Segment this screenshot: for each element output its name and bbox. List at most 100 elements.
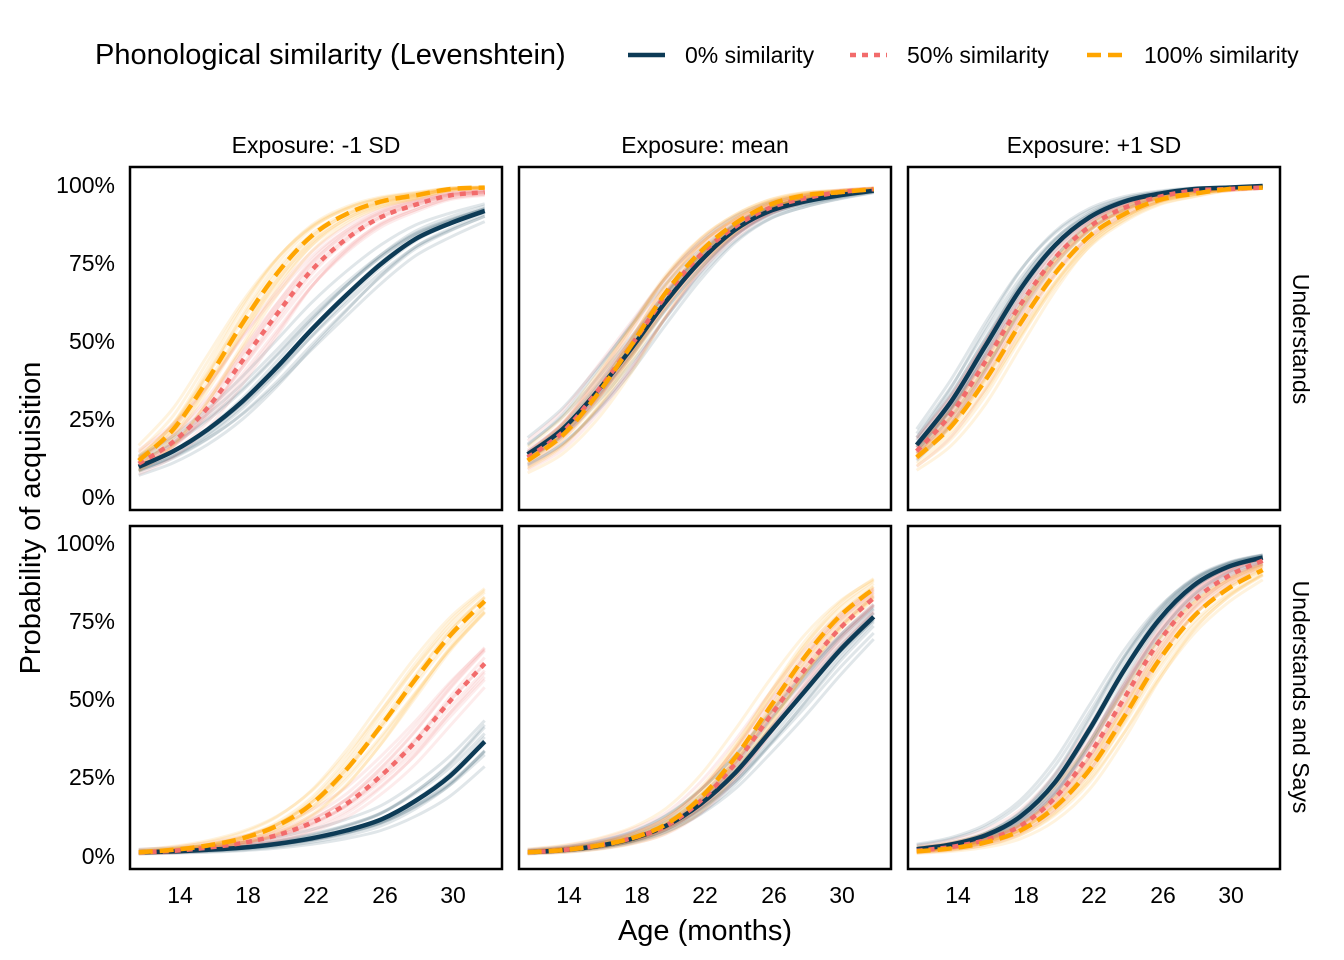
series-line	[527, 615, 876, 855]
x-tick-label: 14	[945, 882, 971, 908]
series-line	[137, 208, 486, 469]
y-tick-label: 100%	[56, 530, 115, 556]
x-tick-label: 18	[624, 882, 650, 908]
strip-col-3: Exposure: +1 SD	[1007, 132, 1182, 158]
y-tick-label: 75%	[69, 250, 115, 276]
x-tick-label: 22	[692, 882, 718, 908]
posterior-draw-line	[527, 578, 875, 851]
posterior-draw-line	[138, 207, 486, 462]
x-tick-label: 26	[761, 882, 787, 908]
posterior-draw-line	[138, 214, 486, 473]
panel-border	[517, 165, 893, 512]
posterior-draw-line	[138, 611, 486, 854]
posterior-draw-line	[138, 647, 486, 851]
strip-row-2: Understands and Says	[1288, 581, 1314, 814]
legend-label-50pct: 50% similarity	[907, 42, 1049, 68]
posterior-draw-line	[526, 186, 874, 459]
posterior-draw-line	[138, 610, 486, 855]
series-line	[915, 185, 1263, 460]
posterior-draw-line	[527, 620, 875, 856]
posterior-draw-line	[138, 588, 486, 854]
posterior-draw-line	[527, 585, 875, 853]
strip-row-1: Understands	[1288, 274, 1314, 404]
x-axis-title: Age (months)	[618, 915, 792, 947]
posterior-draw-line	[916, 554, 1264, 846]
panel-1-2	[906, 524, 1282, 871]
series-line	[914, 183, 1263, 447]
posterior-draw-line	[138, 587, 486, 853]
series-line	[138, 599, 487, 855]
legend: Phonological similarity (Levenshtein) 0%…	[95, 39, 1299, 71]
series-line	[915, 185, 1263, 453]
posterior-draw-line	[526, 191, 874, 460]
posterior-draw-line	[138, 597, 486, 854]
posterior-draw-line	[137, 186, 485, 471]
panel-border	[906, 524, 1282, 871]
posterior-draw-line	[527, 604, 875, 852]
panel-1-1	[517, 524, 893, 871]
posterior-draw-line	[527, 589, 875, 853]
y-tick-label: 0%	[82, 484, 115, 510]
y-tick-label: 0%	[82, 843, 115, 869]
posterior-draw-line	[526, 186, 874, 455]
series-line	[527, 596, 876, 855]
posterior-draw-line	[138, 596, 486, 852]
legend-label-100pct: 100% similarity	[1144, 42, 1299, 68]
posterior-draw-line	[137, 185, 485, 460]
series-line	[916, 568, 1264, 854]
posterior-draw-line	[138, 591, 486, 854]
x-tick-label: 14	[556, 882, 582, 908]
posterior-draw-line	[138, 646, 486, 853]
y-axis-title: Probability of acquisition	[15, 362, 47, 675]
panels	[128, 165, 1282, 871]
strip-col-2: Exposure: mean	[621, 132, 788, 158]
panel-border	[128, 524, 504, 871]
x-tick-label: 14	[167, 882, 193, 908]
series-line	[526, 186, 874, 460]
posterior-draw-line	[916, 566, 1264, 855]
posterior-draw-line	[526, 190, 874, 466]
posterior-draw-line	[915, 186, 1263, 461]
y-tick-label: 25%	[69, 406, 115, 432]
y-tick-label: 100%	[56, 172, 115, 198]
posterior-draw-line	[527, 591, 875, 853]
series-line	[138, 739, 487, 855]
y-tick-label: 50%	[69, 328, 115, 354]
y-tick-label: 75%	[69, 608, 115, 634]
posterior-draw-line	[916, 573, 1264, 855]
posterior-draw-line	[137, 193, 485, 468]
posterior-draw-line	[138, 212, 486, 477]
x-tick-label: 22	[303, 882, 329, 908]
x-tick-label: 26	[1150, 882, 1176, 908]
y-tick-label: 25%	[69, 764, 115, 790]
posterior-draw-line	[138, 606, 486, 853]
posterior-draw-line	[527, 603, 875, 856]
panel-0-1	[517, 165, 893, 512]
posterior-draw-line	[527, 587, 875, 851]
series-line	[526, 186, 874, 463]
panel-1-0	[128, 524, 504, 871]
x-tick-label: 22	[1081, 882, 1107, 908]
series-line	[137, 185, 485, 463]
legend-title: Phonological similarity (Levenshtein)	[95, 39, 566, 71]
posterior-draw-line	[527, 582, 875, 853]
series-line	[526, 188, 875, 457]
x-tick-label: 18	[1013, 882, 1039, 908]
posterior-draw-line	[138, 192, 485, 472]
x-tick-label: 26	[372, 882, 398, 908]
posterior-draw-line	[138, 207, 486, 463]
series-line	[137, 189, 485, 466]
y-tick-label: 50%	[69, 686, 115, 712]
series-line	[916, 555, 1264, 852]
posterior-draw-line	[138, 719, 486, 851]
panel-0-0	[128, 165, 504, 512]
panel-0-2	[906, 165, 1282, 512]
x-tick-label: 30	[829, 882, 855, 908]
x-tick-label: 18	[235, 882, 261, 908]
posterior-draw-line	[916, 574, 1264, 854]
x-tick-label: 30	[1218, 882, 1244, 908]
series-line	[138, 662, 487, 855]
strip-col-1: Exposure: -1 SD	[232, 132, 401, 158]
posterior-draw-line	[138, 220, 486, 472]
